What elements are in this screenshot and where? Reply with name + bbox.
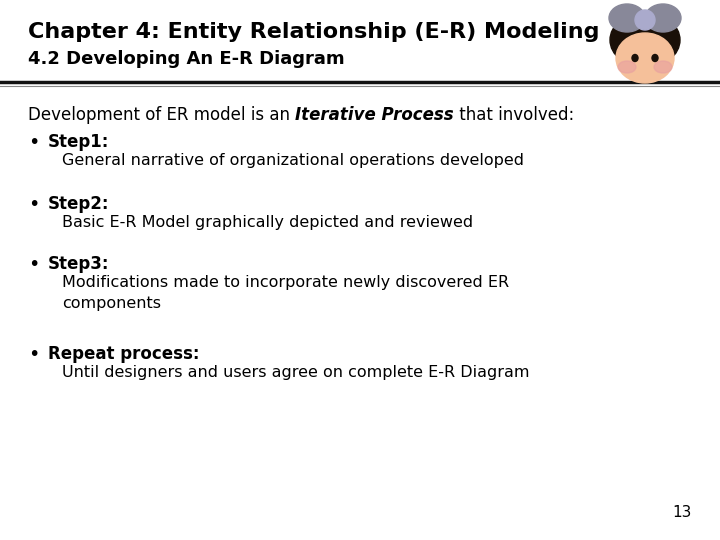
Text: Iterative Process: Iterative Process (295, 106, 454, 124)
Ellipse shape (652, 55, 658, 62)
Text: •: • (28, 345, 40, 364)
Text: 4.2 Developing An E-R Diagram: 4.2 Developing An E-R Diagram (28, 50, 345, 68)
Ellipse shape (635, 10, 655, 30)
Ellipse shape (632, 55, 638, 62)
Text: Step3:: Step3: (48, 255, 109, 273)
Ellipse shape (645, 4, 681, 32)
Text: 13: 13 (672, 505, 692, 520)
Text: Development of ER model is an: Development of ER model is an (28, 106, 295, 124)
Text: •: • (28, 195, 40, 214)
Ellipse shape (616, 33, 674, 83)
Text: Until designers and users agree on complete E-R Diagram: Until designers and users agree on compl… (62, 365, 529, 380)
Ellipse shape (618, 61, 636, 73)
Text: Chapter 4: Entity Relationship (E-R) Modeling: Chapter 4: Entity Relationship (E-R) Mod… (28, 22, 600, 42)
Ellipse shape (610, 12, 680, 68)
Text: Repeat process:: Repeat process: (48, 345, 199, 363)
Ellipse shape (654, 61, 672, 73)
Text: •: • (28, 255, 40, 274)
Text: General narrative of organizational operations developed: General narrative of organizational oper… (62, 153, 524, 168)
Text: that involved:: that involved: (454, 106, 574, 124)
Text: Modifications made to incorporate newly discovered ER
components: Modifications made to incorporate newly … (62, 275, 509, 311)
Text: •: • (28, 133, 40, 152)
Ellipse shape (609, 4, 645, 32)
Text: Basic E-R Model graphically depicted and reviewed: Basic E-R Model graphically depicted and… (62, 215, 473, 230)
Text: Step2:: Step2: (48, 195, 109, 213)
Text: Step1:: Step1: (48, 133, 109, 151)
